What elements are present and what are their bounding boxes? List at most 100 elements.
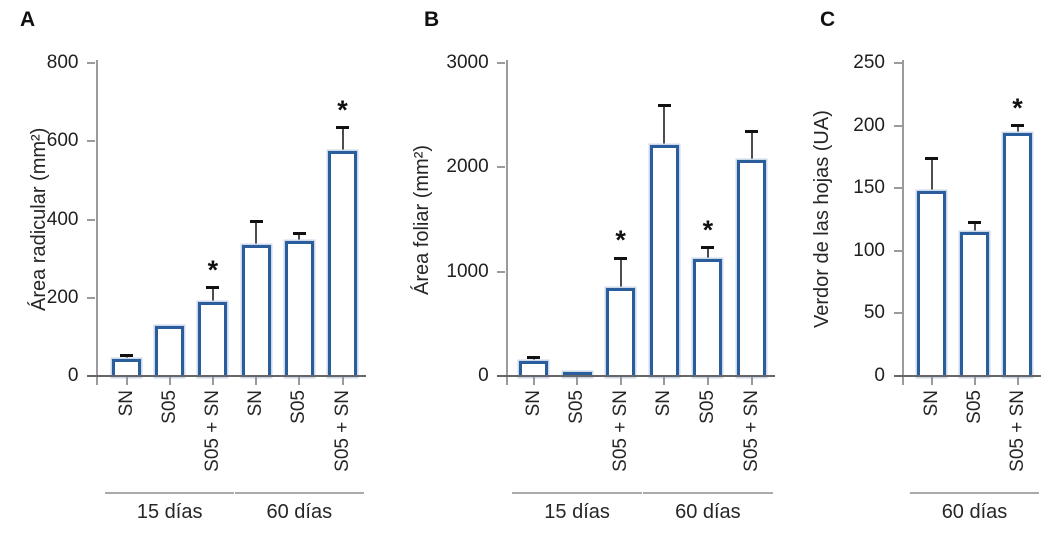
group-label: 60 días [941, 501, 1008, 523]
bar [198, 302, 228, 377]
y-axis-tick [893, 312, 902, 315]
y-axis-tick [893, 124, 902, 127]
error-bar-cap [925, 156, 938, 160]
x-axis-category-label: S05 + SN [609, 390, 631, 472]
error-bar-cap [657, 104, 671, 108]
panel-label-a: A [20, 8, 36, 31]
error-bar-cap [527, 356, 540, 360]
x-axis-tick [973, 377, 976, 385]
bar [112, 358, 141, 377]
x-axis-tick [663, 377, 666, 385]
error-bar-line [341, 127, 344, 155]
error-bar-cap [968, 220, 981, 224]
y-axis-tick [87, 140, 95, 143]
significance-asterisk: * [1012, 92, 1023, 123]
y-axis-tick [893, 249, 902, 252]
bar [328, 151, 357, 377]
y-axis-tick-label: 200 [853, 114, 885, 136]
group-label: 60 días [266, 501, 333, 523]
x-axis-category-label: S05 [566, 390, 588, 424]
x-axis-line [87, 375, 366, 377]
error-bar-cap [336, 126, 349, 130]
error-bar-line [706, 247, 709, 263]
x-axis-category-label: S05 [963, 390, 985, 424]
error-bar-cap [206, 286, 220, 290]
x-axis-line [497, 375, 775, 377]
y-axis-tick-label: 3000 [446, 52, 489, 73]
error-bar-line [532, 357, 535, 364]
x-axis-category-label: S05 + SN [331, 390, 353, 472]
x-axis-tick [619, 377, 622, 385]
error-bar-cap [1011, 124, 1024, 128]
error-bar-line [255, 221, 258, 249]
group-line [512, 492, 643, 494]
x-axis-category-label: S05 [288, 390, 310, 424]
x-axis-category-label: SN [522, 390, 544, 417]
bar [649, 145, 679, 377]
x-axis-tick [125, 377, 128, 385]
x-axis-tick [298, 377, 301, 385]
x-axis-tick [930, 377, 933, 385]
group-line [105, 492, 235, 494]
error-bar-line [211, 287, 214, 306]
bar [1003, 133, 1032, 377]
error-bar-line [125, 355, 128, 362]
error-bar-line [930, 158, 933, 194]
y-axis-tick [87, 62, 95, 64]
y-axis-tick-label: 600 [46, 130, 79, 152]
y-axis-tick-label: 0 [478, 365, 489, 386]
x-axis-category-label: S05 + SN [201, 390, 223, 472]
significance-asterisk: * [615, 225, 626, 256]
error-bar-cap [292, 232, 306, 236]
x-axis-category-label: SN [245, 390, 267, 417]
x-axis-tick [576, 377, 579, 385]
y-axis-tick-label: 50 [863, 302, 885, 324]
x-axis-category-label: SN [115, 390, 137, 417]
group-label: 60 días [675, 501, 741, 523]
bar [562, 371, 592, 377]
y-axis-tick-label: 800 [46, 52, 79, 73]
bar [693, 259, 723, 377]
x-axis-category-label: SN [920, 390, 942, 417]
x-axis-category-label: S05 + SN [1006, 390, 1028, 472]
y-axis-title-c: Verdor de las hojas (UA) [811, 110, 833, 329]
x-axis-tick [750, 377, 753, 385]
panel-label-b: B [424, 8, 440, 31]
error-bar-cap [120, 353, 133, 357]
error-bar-line [663, 105, 666, 149]
error-bar-cap [249, 219, 263, 223]
y-axis-tick-label: 0 [67, 365, 79, 386]
x-axis-tick [211, 377, 214, 385]
y-axis-tick-label: 250 [853, 52, 885, 73]
error-bar-line [973, 222, 976, 236]
x-axis-category-label: S05 [158, 390, 180, 424]
y-axis-title-b: Área foliar (mm²) [411, 144, 433, 295]
significance-asterisk: * [337, 94, 348, 125]
y-axis-tick-label: 2000 [446, 156, 489, 178]
y-axis-tick [893, 187, 902, 190]
bar [155, 326, 185, 377]
error-bar-cap [701, 246, 715, 250]
y-axis-tick-label: 100 [853, 239, 885, 261]
bar [519, 360, 548, 377]
x-axis-tick [706, 377, 709, 385]
x-axis-tick [532, 377, 535, 385]
y-axis-line [902, 60, 904, 385]
y-axis-tick [87, 218, 95, 221]
bar [606, 288, 636, 377]
y-axis-tick-label: 0 [874, 365, 885, 386]
error-bar-line [298, 233, 301, 244]
error-bar-line [1016, 125, 1019, 137]
significance-asterisk: * [702, 214, 714, 245]
group-label: 15 días [544, 501, 610, 523]
bar [241, 245, 271, 377]
panel-label-c: C [820, 8, 836, 31]
group-label: 15 días [136, 501, 203, 523]
x-axis-category-label: S05 + SN [740, 390, 762, 472]
y-axis-tick-label: 1000 [446, 260, 489, 282]
y-axis-tick [893, 62, 902, 64]
y-axis-tick [497, 166, 506, 169]
bar [960, 232, 989, 377]
bar [917, 190, 946, 377]
